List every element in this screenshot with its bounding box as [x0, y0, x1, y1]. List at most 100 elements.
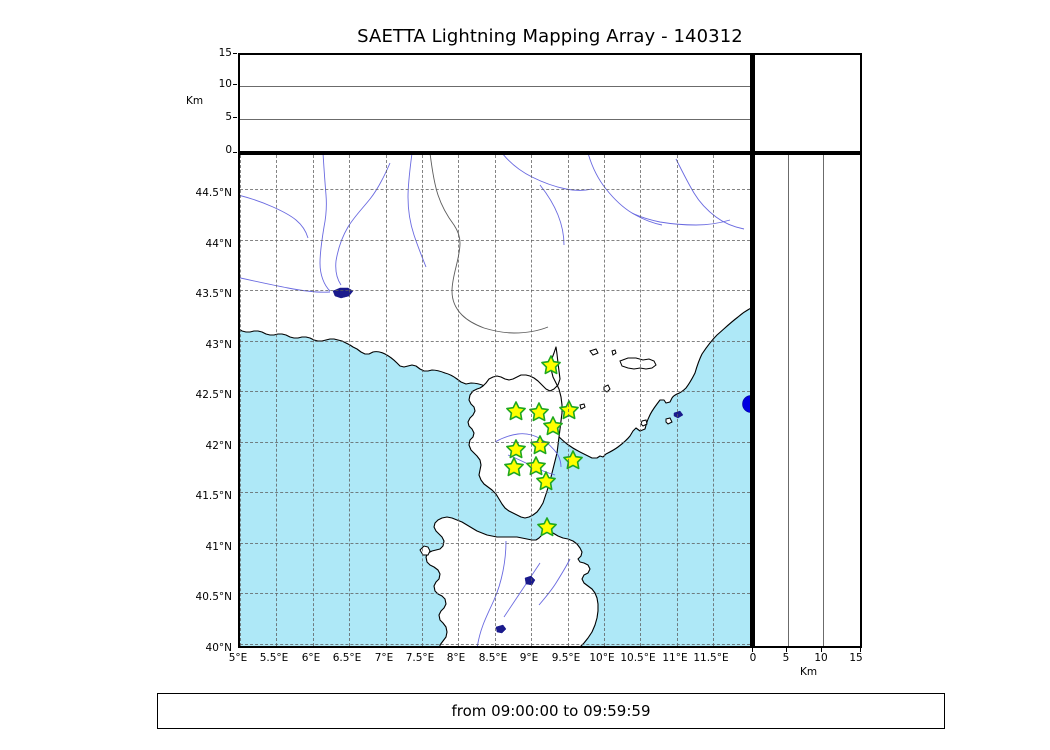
map-xtick-11: 11°E	[662, 652, 688, 664]
graticule-lat-41	[240, 543, 750, 544]
map-xtick-10: 10°E	[589, 652, 615, 664]
river-var	[407, 155, 427, 268]
river-tiber-upper	[675, 158, 745, 230]
right-panel-xtick-10: 10	[814, 652, 828, 664]
map-ytick-42: 42°N	[205, 440, 232, 452]
map-ytick-41.5: 41.5°N	[195, 490, 232, 502]
map-canvas	[240, 155, 753, 646]
graticule-lat-42.5	[240, 391, 750, 392]
station-marker-6	[506, 439, 526, 459]
right-panel-xtick-5: 5	[782, 652, 790, 664]
top-panel-ytick-10: 10	[218, 78, 232, 90]
right-panel-xtickmark-5	[786, 648, 787, 652]
graticule-lat-43	[240, 341, 750, 342]
right-panel-gridline-10	[823, 155, 824, 646]
map-panel[interactable]	[238, 153, 752, 648]
gorgona-island	[611, 349, 617, 356]
map-xtick-5: 5°E	[228, 652, 248, 664]
graticule-lat-41.5	[240, 492, 750, 493]
map-ytick-42.5: 42.5°N	[195, 389, 232, 401]
top-panel-gridline-5	[240, 119, 750, 120]
top-panel-gridline-10	[240, 86, 750, 87]
graticule-lon-5.5	[276, 155, 278, 646]
map-ytick-44: 44°N	[205, 238, 232, 250]
right-panel-xtick-0: 0	[749, 652, 757, 664]
graticule-lon-8.5	[494, 155, 496, 646]
top-panel-ytick-5: 5	[225, 111, 232, 123]
river-coghinas-sardinia	[476, 540, 507, 646]
top-panel-ytick-0: 0	[225, 144, 232, 156]
small-island-north-corsica	[589, 348, 599, 356]
graticule-lon-10	[604, 155, 605, 646]
right-panel-xtickmark-15	[860, 648, 861, 652]
elba-island	[619, 357, 657, 370]
right-panel-xtick-15: 15	[849, 652, 863, 664]
map-xtick-9: 9°E	[519, 652, 539, 664]
map-xtick-7: 7°E	[374, 652, 394, 664]
graticule-lon-7.5	[422, 155, 423, 646]
graticule-lon-10.5	[640, 155, 642, 646]
river-po-delta	[503, 155, 593, 191]
graticule-lon-5	[240, 155, 241, 646]
graticule-lat-44	[240, 240, 750, 241]
river-central-italy	[539, 184, 565, 246]
map-xtick-10.5: 10.5°E	[620, 652, 656, 664]
graticule-lon-9.5	[567, 155, 569, 646]
page-title: SAETTA Lightning Mapping Array - 140312	[357, 26, 743, 47]
graticule-lon-6	[312, 155, 314, 646]
corner-panel[interactable]	[752, 53, 862, 153]
graticule-lat-42	[240, 442, 750, 443]
map-xtick-9.5: 9.5°E	[551, 652, 581, 664]
river-arno	[588, 155, 663, 226]
river-tirso-sardinia	[503, 562, 541, 618]
river-rhone	[319, 155, 331, 292]
map-xtick-5.5: 5.5°E	[259, 652, 289, 664]
top-panel-axis-label-km: Km	[186, 95, 204, 107]
map-ytick-41: 41°N	[205, 541, 232, 553]
top-panel-ytickmark-10	[233, 84, 237, 85]
top-height-panel[interactable]	[238, 53, 752, 153]
time-window-text: from 09:00:00 to 09:59:59	[451, 702, 651, 720]
lagoon-orbetello	[673, 410, 684, 419]
map-xtick-6: 6°E	[301, 652, 321, 664]
graticule-lat-40.5	[240, 593, 750, 594]
giglio-island	[665, 417, 673, 425]
graticule-lat-43.5	[240, 290, 750, 291]
top-panel-ytickmark-15	[233, 53, 237, 54]
map-ytick-40: 40°N	[205, 642, 232, 654]
station-marker-12	[537, 517, 557, 537]
station-marker-1	[541, 355, 561, 375]
graticule-lat-44.5	[240, 189, 750, 190]
map-ytick-43.5: 43.5°N	[195, 288, 232, 300]
right-panel-gridline-5	[788, 155, 789, 646]
graticule-lon-7	[385, 155, 387, 646]
station-marker-11	[536, 471, 556, 491]
station-marker-9	[504, 457, 524, 477]
map-xtick-11.5: 11.5°E	[693, 652, 729, 664]
source-markers[interactable]	[742, 395, 753, 413]
graticule-lon-8	[458, 155, 460, 646]
top-panel-ytickmark-5	[233, 117, 237, 118]
map-xtick-6.5: 6.5°E	[332, 652, 362, 664]
river-sardinia-east	[538, 558, 571, 606]
lake-omodeo	[495, 624, 507, 634]
station-marker-5	[543, 416, 563, 436]
right-height-panel[interactable]	[752, 153, 862, 648]
sardinia-landmass	[425, 516, 599, 646]
lake-coghinas	[524, 575, 536, 586]
graticule-lon-9	[531, 155, 533, 646]
corsica-landmass	[467, 346, 563, 519]
time-window-box[interactable]: from 09:00:00 to 09:59:59	[157, 693, 945, 729]
map-xtick-8: 8°E	[446, 652, 466, 664]
station-marker-2	[506, 401, 526, 421]
map-ytick-44.5: 44.5°N	[195, 187, 232, 199]
border-regional-italy	[483, 326, 549, 334]
river-south-tributary	[240, 277, 331, 293]
graticule-lon-6.5	[349, 155, 351, 646]
map-xtick-8.5: 8.5°E	[478, 652, 508, 664]
top-panel-ytickmark-0	[233, 152, 237, 153]
graticule-lon-11.5	[713, 155, 715, 646]
river-tributary-west	[240, 195, 309, 239]
pianosa-island	[579, 403, 586, 410]
